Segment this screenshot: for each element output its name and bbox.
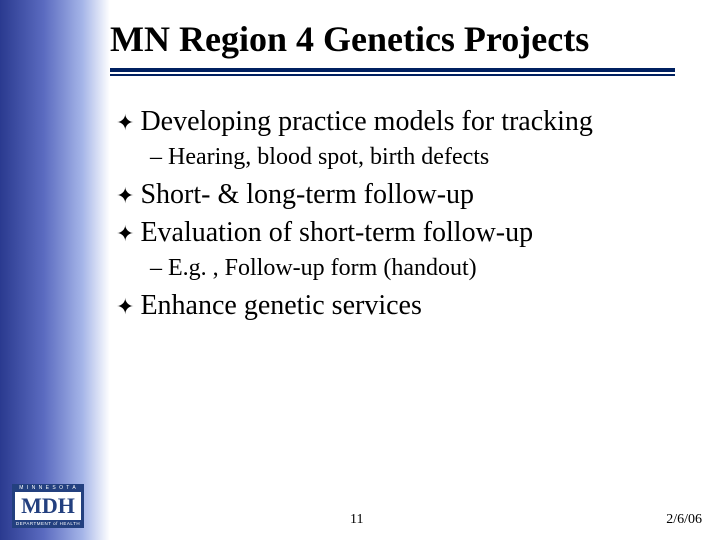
bullet-item: ✦ Developing practice models for trackin… [110,104,720,142]
bullet-text: Developing practice models for tracking [140,106,593,138]
diamond-bullet-icon: ✦ [116,106,140,140]
logo-top-text: M I N N E S O T A [12,484,84,492]
diamond-bullet-icon: ✦ [116,290,140,324]
sub-bullet-item: – Hearing, blood spot, birth defects [110,142,720,177]
bullet-list: ✦ Developing practice models for trackin… [110,76,720,326]
bullet-item: ✦ Evaluation of short-term follow-up [110,215,720,253]
title-underline [110,68,675,76]
slide-content: MN Region 4 Genetics Projects ✦ Developi… [110,0,720,540]
logo-bottom-text: DEPARTMENT of HEALTH [12,520,84,528]
dash-bullet-icon: – [150,255,168,282]
slide-date: 2/6/06 [666,512,702,528]
diamond-bullet-icon: ✦ [116,179,140,213]
dash-bullet-icon: – [150,144,168,171]
mdh-logo: M I N N E S O T A MDH DEPARTMENT of HEAL… [12,484,84,528]
bullet-text: Hearing, blood spot, birth defects [168,144,489,171]
bullet-item: ✦ Short- & long-term follow-up [110,177,720,215]
slide-title: MN Region 4 Genetics Projects [110,0,720,68]
diamond-bullet-icon: ✦ [116,217,140,251]
bullet-text: Short- & long-term follow-up [140,179,474,211]
gradient-sidebar [0,0,110,540]
bullet-text: Evaluation of short-term follow-up [140,217,533,249]
sub-bullet-item: – E.g. , Follow-up form (handout) [110,253,720,288]
slide-number: 11 [350,512,363,528]
bullet-text: E.g. , Follow-up form (handout) [168,255,477,282]
bullet-item: ✦ Enhance genetic services [110,288,720,326]
bullet-text: Enhance genetic services [140,290,421,322]
logo-mid-text: MDH [12,492,84,520]
